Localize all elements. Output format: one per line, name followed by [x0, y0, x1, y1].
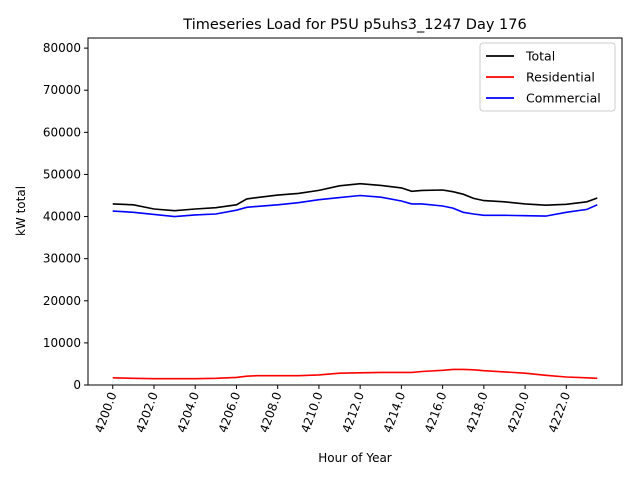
legend-label: Total: [525, 49, 555, 64]
y-tick-label: 0: [73, 378, 81, 392]
y-tick-label: 80000: [43, 41, 81, 55]
y-axis: 0 10000 20000 30000 40000 50000 60000 70000 8000…: [43, 41, 88, 392]
chart-title: Timeseries Load for P5U p5uhs3_1247 Day …: [182, 17, 526, 33]
x-tick-label: 4200.0: [92, 390, 120, 434]
legend-label: Residential: [526, 70, 595, 85]
x-tick-label: 4202.0: [133, 390, 161, 434]
x-tick-label: 4210.0: [298, 390, 326, 434]
x-tick-label: 4216.0: [422, 390, 450, 434]
legend: Total Residential Commercial: [479, 42, 616, 112]
series-line-total: [112, 182, 598, 212]
x-tick-label: 4212.0: [339, 390, 367, 434]
legend-label: Commercial: [526, 91, 601, 106]
y-tick-label: 20000: [43, 294, 81, 308]
legend-box: [479, 42, 616, 112]
y-tick-label: 50000: [43, 167, 81, 181]
x-tick-label: 4208.0: [257, 390, 285, 434]
y-tick-label: 10000: [43, 336, 81, 350]
x-tick-label: 4220.0: [504, 390, 532, 434]
y-axis-label: kW total: [14, 186, 28, 236]
x-axis: 4200.0 4202.0 4204.0 4206.0 4208.0 4210.0 4212…: [92, 385, 573, 434]
plot-area: [87, 37, 623, 386]
x-tick-label: 4204.0: [175, 390, 203, 434]
x-tick-label: 4218.0: [463, 390, 491, 434]
y-tick-label: 60000: [43, 125, 81, 139]
x-tick-label: 4222.0: [546, 390, 574, 434]
series-line-residential: [112, 368, 598, 380]
y-tick-label: 30000: [43, 252, 81, 266]
series-lines: [112, 182, 598, 380]
y-tick-label: 70000: [43, 83, 81, 97]
y-tick-label: 40000: [43, 210, 81, 224]
series-line-commercial: [112, 194, 598, 218]
x-tick-label: 4214.0: [381, 390, 409, 434]
x-tick-label: 4206.0: [216, 390, 244, 434]
x-axis-label: Hour of Year: [318, 451, 392, 465]
